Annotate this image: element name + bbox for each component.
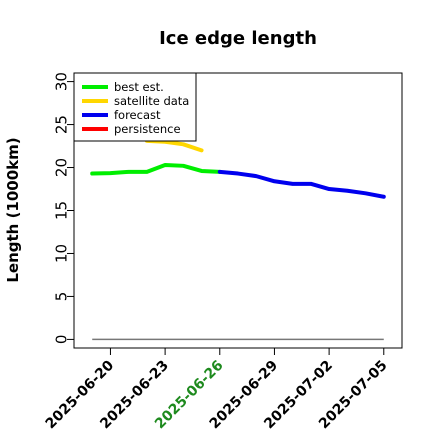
series-layer	[90, 138, 386, 341]
y-tick-label: 5	[52, 292, 70, 302]
y-axis-ticks: 0 5 10 15 20 25 30	[52, 72, 74, 344]
series-line-best-est	[90, 162, 222, 176]
y-tick-label: 30	[52, 72, 70, 91]
legend-box	[73, 72, 197, 142]
y-axis-label: Length (1000km)	[4, 137, 22, 282]
legend-label: persistence	[114, 122, 181, 136]
y-tick-label: 15	[52, 201, 70, 220]
y-tick-label: 25	[52, 115, 70, 134]
x-axis-ticks: 2025-06-202025-06-232025-06-262025-06-29…	[43, 348, 391, 432]
legend: best est.satellite dataforecastpersisten…	[73, 72, 197, 142]
y-tick-label: 20	[52, 158, 70, 177]
series-line-satellite-data	[144, 138, 204, 153]
legend-label: forecast	[114, 108, 161, 122]
legend-label: satellite data	[114, 94, 189, 108]
chart-title: Ice edge length	[159, 28, 317, 49]
series-line-forecast	[217, 169, 386, 199]
legend-label: best est.	[114, 80, 164, 94]
y-tick-label: 0	[52, 335, 70, 345]
y-tick-label: 10	[52, 244, 70, 263]
